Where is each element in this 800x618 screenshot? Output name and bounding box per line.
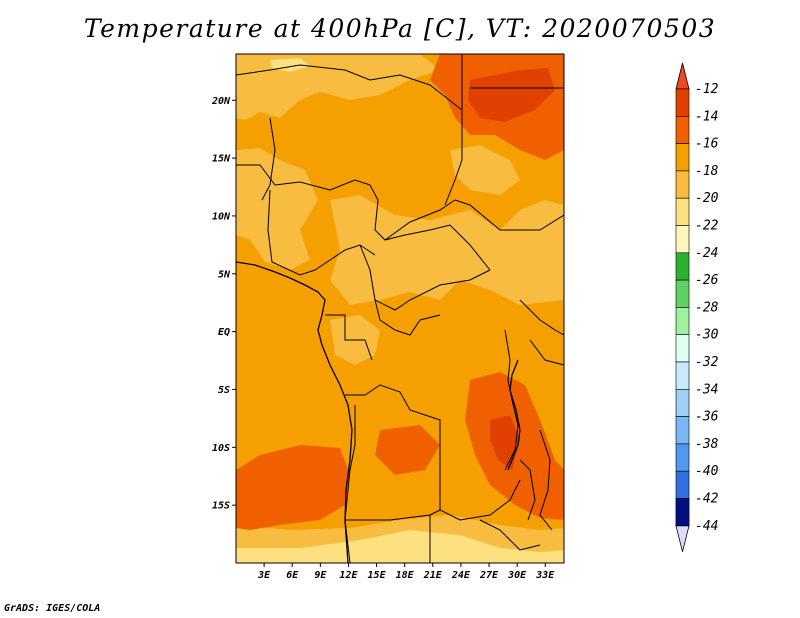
colorbar-label: -30 (695, 328, 719, 343)
colorbar-label: -18 (695, 164, 719, 179)
lat-tick-label: EQ (218, 327, 230, 338)
colorbar-segment (675, 143, 690, 172)
colorbar-segment (675, 416, 690, 445)
lat-tick-label: 10S (212, 443, 230, 454)
colorbar-label: -20 (695, 191, 719, 206)
colorbar-segment (675, 443, 690, 472)
colorbar-label: -24 (695, 246, 718, 261)
map-title: Temperature at 400hPa [C], VT: 202007050… (83, 14, 717, 43)
colorbar-label: -42 (695, 492, 719, 507)
field-region-northeast-core (468, 68, 555, 122)
lat-tick-label: 5N (218, 269, 231, 280)
colorbar-segment (675, 279, 690, 308)
colorbar-segment (675, 361, 690, 390)
boundary-west-2 (236, 164, 371, 191)
field-region-south-pale (236, 530, 564, 563)
lon-tick-label: 6E (286, 570, 299, 581)
boundary-west-1 (261, 117, 276, 201)
coastline-gulf-of-guinea (236, 261, 353, 563)
lon-tick-label: 33E (535, 570, 555, 581)
boundary-car (384, 224, 491, 271)
temperature-field (236, 54, 564, 563)
latitude-axis: 20N 15N 10N 5N EQ 5S 10S 15S (211, 96, 236, 512)
boundary-zimbabwe (479, 519, 541, 551)
boundary-angola (344, 405, 356, 563)
boundary-east-africa (519, 299, 564, 336)
coastline-lake-shores (507, 359, 521, 471)
colorbar-segment (675, 498, 690, 527)
lon-tick-label: 24E (451, 570, 471, 581)
boundary-north-2 (444, 54, 463, 206)
boundary-eastern-rift (504, 329, 519, 471)
colorbar-segment (675, 197, 690, 226)
colorbar-label: -14 (695, 109, 718, 124)
boundary-tanzania (529, 339, 564, 366)
colorbar: -12 -14 -16 -18 -20 -22 -24 -26 -28 -30 -32 -34 -36 -… (675, 62, 719, 552)
colorbar-segment (675, 388, 690, 417)
coastline (236, 261, 521, 563)
boundary-sudan (454, 199, 564, 231)
colorbar-label: -16 (695, 137, 719, 152)
colorbar-label: -22 (695, 219, 719, 234)
colorbar-bottom-arrow (675, 525, 690, 552)
lon-tick-label: 9E (314, 570, 327, 581)
colorbar-label: -26 (695, 273, 719, 288)
colorbar-segment (675, 116, 690, 144)
country-boundaries (236, 54, 564, 563)
lon-tick-label: 27E (479, 570, 499, 581)
lon-tick-label: 18E (396, 570, 415, 581)
field-region-west-light (236, 148, 318, 270)
lat-tick-label: 20N (211, 96, 231, 107)
colorbar-top-arrow (675, 62, 690, 90)
field-region-central-light (330, 195, 564, 305)
lat-tick-label: 10N (212, 211, 231, 222)
boundary-zambia (439, 470, 521, 521)
colorbar-segment (675, 470, 690, 499)
lat-tick-label: 15N (212, 154, 231, 165)
lon-tick-label: 12E (339, 570, 358, 581)
field-region-east-light (450, 145, 520, 195)
field-region-southeast-core (490, 415, 520, 470)
colorbar-segment (675, 307, 690, 335)
colorbar-label: -38 (695, 437, 719, 452)
boundary-mozambique (539, 429, 553, 531)
colorbar-label: -44 (695, 519, 718, 534)
colorbar-label: -36 (695, 410, 719, 425)
field-region-southwest-dark (236, 445, 350, 530)
colorbar-segment (675, 88, 690, 117)
grads-credit: GrADS: IGES/COLA (4, 603, 101, 614)
lon-tick-label: 30E (507, 570, 527, 581)
lon-tick-label: 15E (368, 570, 387, 581)
boundary-congo (374, 299, 441, 336)
colorbar-segment (675, 170, 690, 199)
field-region-south-central-dark (375, 425, 440, 475)
boundary-cameroon (359, 244, 491, 311)
colorbar-segment (675, 252, 690, 281)
colorbar-label: -12 (695, 82, 719, 97)
lat-tick-label: 15S (212, 501, 230, 512)
boundary-malawi (519, 459, 536, 521)
colorbar-label: -40 (695, 464, 719, 479)
map-frame (235, 53, 565, 564)
colorbar-label: -34 (695, 382, 718, 397)
colorbar-label: -32 (695, 355, 719, 370)
lat-tick-label: 5S (218, 385, 230, 396)
boundary-north-1 (236, 64, 463, 111)
colorbar-label: -28 (695, 300, 719, 315)
lon-tick-label: 3E (257, 570, 271, 581)
colorbar-segment (675, 225, 690, 254)
boundary-namibia (345, 509, 441, 521)
boundary-drc-angola (345, 384, 441, 470)
boundary-gabon (325, 314, 373, 361)
lon-tick-label: 21E (423, 570, 443, 581)
colorbar-segment (675, 334, 690, 363)
longitude-axis: 3E 6E 9E 12E 15E 18E 21E 24E 27E 30E 33E (257, 563, 555, 581)
boundary-nigeria (267, 189, 376, 276)
